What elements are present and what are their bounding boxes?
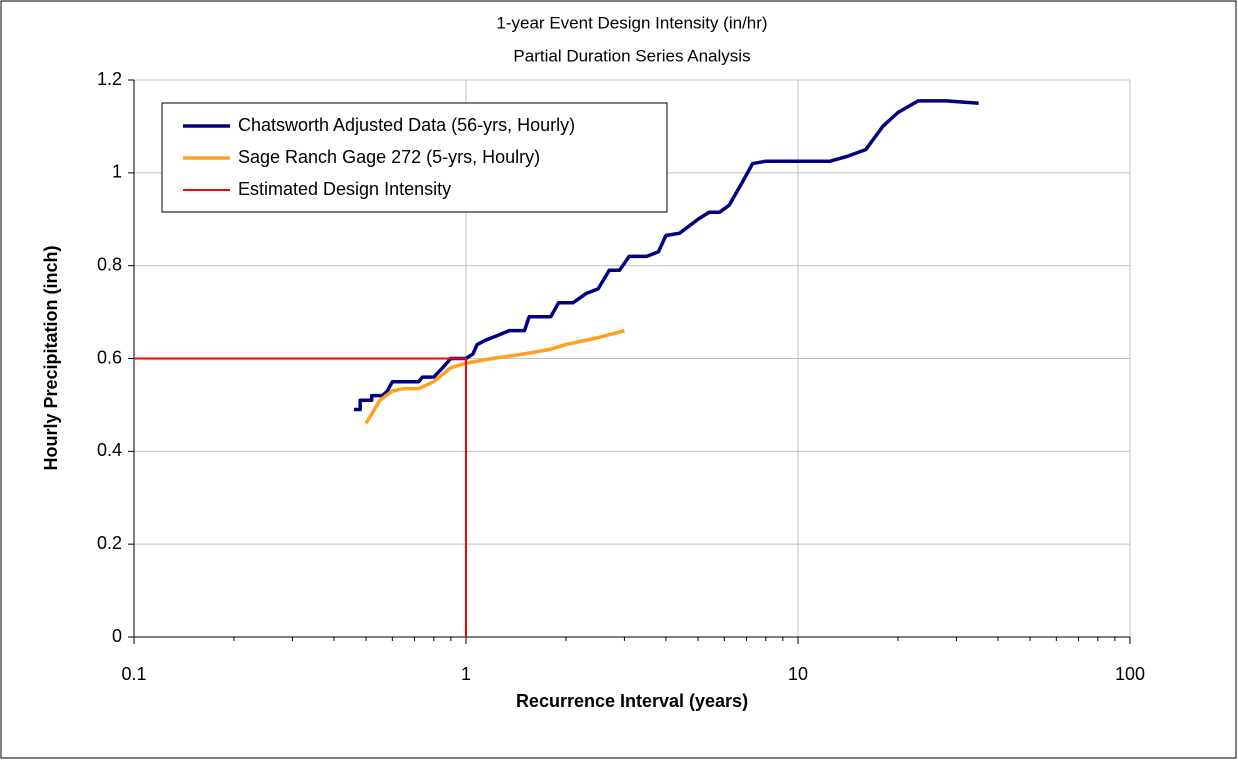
data-line	[134, 357, 467, 637]
data-line	[354, 99, 979, 412]
y-tick-label: 0.4	[97, 440, 122, 460]
legend-label: Estimated Design Intensity	[238, 179, 451, 199]
y-tick-label: 0.2	[97, 533, 122, 553]
chart-title: 1-year Event Design Intensity (in/hr)	[496, 13, 767, 32]
y-axis-label: Hourly Precipitation (inch)	[41, 245, 61, 470]
x-tick-label: 0.1	[121, 664, 146, 684]
y-tick-label: 1	[112, 162, 122, 182]
y-tick-label: 0.6	[97, 347, 122, 367]
legend	[161, 102, 668, 213]
x-axis-label: Recurrence Interval (years)	[516, 691, 748, 711]
chart-subtitle: Partial Duration Series Analysis	[513, 46, 750, 65]
data-line	[364, 328, 625, 425]
y-tick-label: 1.2	[97, 69, 122, 89]
x-tick-label: 100	[1115, 664, 1145, 684]
legend-label: Sage Ranch Gage 272 (5-yrs, Houlry)	[238, 147, 540, 167]
legend-label: Chatsworth Adjusted Data (56-yrs, Hourly…	[238, 115, 575, 135]
x-tick-label: 10	[788, 664, 808, 684]
y-tick-label: 0	[112, 626, 122, 646]
x-tick-label: 1	[461, 664, 471, 684]
y-tick-label: 0.8	[97, 254, 122, 274]
